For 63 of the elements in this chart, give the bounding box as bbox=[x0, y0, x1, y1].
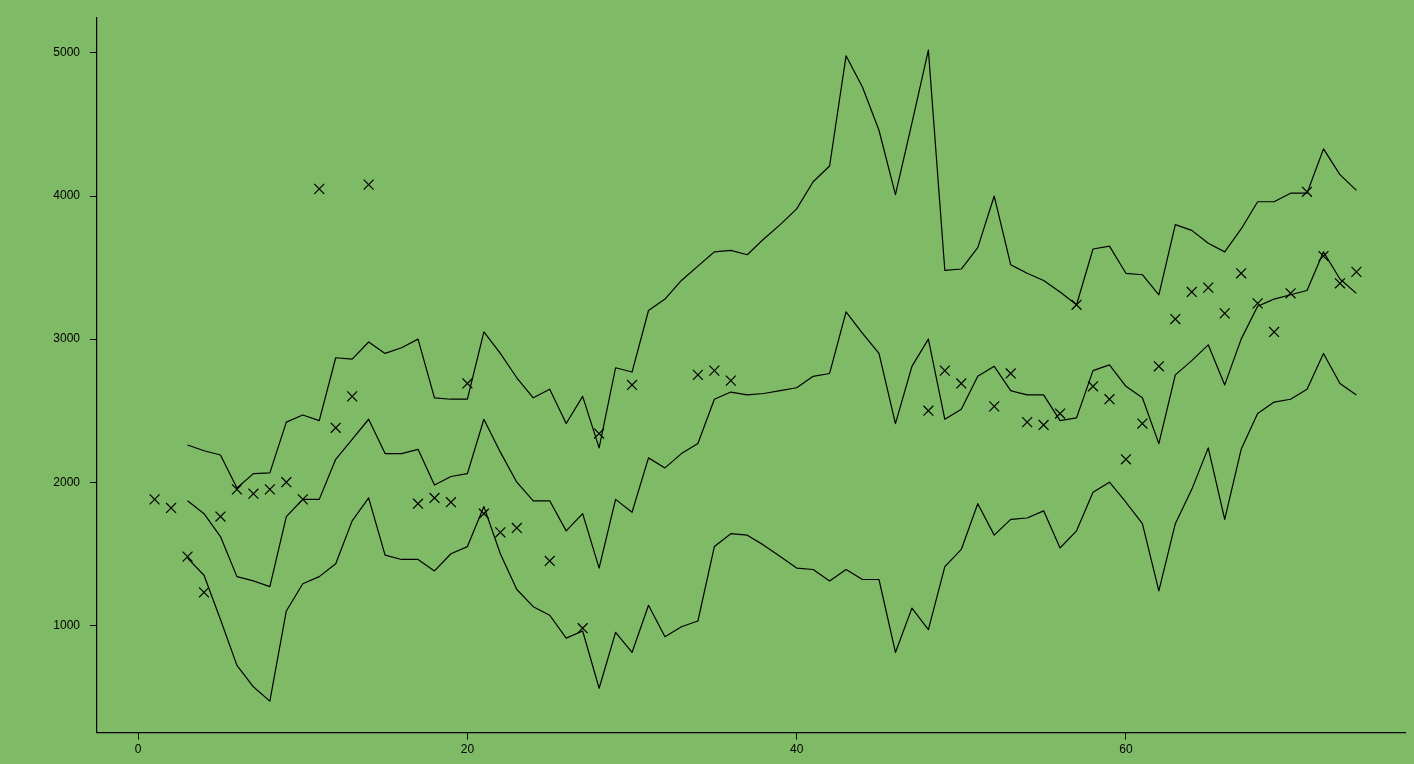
point bbox=[346, 390, 358, 402]
point bbox=[1334, 277, 1346, 289]
point bbox=[1136, 418, 1148, 430]
point bbox=[1169, 313, 1181, 325]
y-tick-label: 4000 bbox=[53, 188, 81, 203]
point bbox=[1317, 250, 1330, 262]
point bbox=[544, 555, 556, 567]
x-tick-label: 0 bbox=[134, 742, 142, 757]
point bbox=[1285, 287, 1297, 299]
point bbox=[445, 496, 457, 508]
point bbox=[577, 622, 589, 634]
point bbox=[461, 377, 473, 390]
point bbox=[1005, 367, 1017, 380]
point bbox=[363, 179, 375, 191]
y-tick-label: 3000 bbox=[53, 331, 81, 346]
point bbox=[412, 498, 424, 510]
x-tick-label: 40 bbox=[789, 742, 804, 757]
point bbox=[428, 492, 441, 504]
point bbox=[182, 551, 194, 563]
point bbox=[1301, 186, 1313, 198]
point bbox=[264, 483, 276, 495]
point bbox=[478, 508, 490, 520]
point bbox=[1103, 393, 1116, 405]
y-tick-label: 2000 bbox=[53, 474, 81, 489]
point bbox=[988, 400, 1000, 412]
point bbox=[922, 405, 934, 417]
point bbox=[494, 526, 506, 538]
point bbox=[1054, 407, 1066, 420]
point bbox=[231, 483, 243, 495]
point bbox=[708, 365, 720, 377]
point bbox=[297, 493, 309, 505]
point bbox=[1252, 297, 1264, 309]
y-tick-label: 5000 bbox=[53, 45, 81, 60]
point bbox=[955, 377, 967, 390]
point bbox=[725, 375, 737, 387]
point bbox=[198, 586, 210, 598]
point bbox=[1153, 360, 1165, 372]
y-tick-label: 1000 bbox=[53, 617, 81, 632]
point bbox=[1235, 267, 1247, 279]
point bbox=[247, 488, 259, 500]
point bbox=[1268, 326, 1280, 338]
point bbox=[1186, 286, 1198, 298]
point bbox=[1070, 299, 1083, 311]
point bbox=[313, 183, 325, 195]
point bbox=[511, 522, 523, 534]
point bbox=[149, 493, 161, 505]
point bbox=[1202, 282, 1214, 294]
point bbox=[214, 511, 227, 523]
point bbox=[626, 379, 638, 391]
x-tick-label: 20 bbox=[460, 742, 475, 757]
point bbox=[280, 476, 292, 488]
point bbox=[1038, 419, 1050, 431]
x-tick-label: 60 bbox=[1119, 742, 1133, 757]
point bbox=[593, 428, 605, 440]
point bbox=[1021, 416, 1033, 428]
point bbox=[1087, 380, 1099, 392]
point bbox=[1120, 453, 1132, 465]
point bbox=[1219, 307, 1231, 319]
point bbox=[1350, 266, 1362, 278]
point bbox=[330, 422, 342, 434]
point bbox=[165, 502, 177, 514]
point bbox=[692, 369, 704, 381]
point bbox=[939, 365, 951, 377]
